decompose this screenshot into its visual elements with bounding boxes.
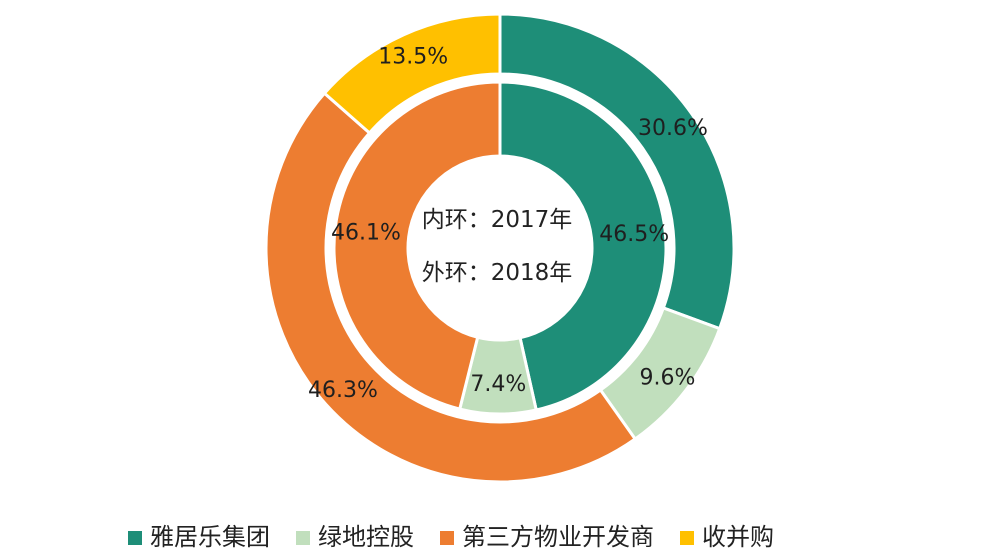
outer-label-third-party: 46.3% <box>308 378 378 403</box>
percentage-labels: 46.5% 7.4% 46.1% 30.6% 9.6% 46.3% 13.5% <box>308 45 708 403</box>
legend-label-acquisition: 收并购 <box>702 523 774 551</box>
inner-label-greenland: 7.4% <box>470 372 526 397</box>
outer-slice-third-party <box>264 91 638 484</box>
legend-swatch-greenland <box>296 531 310 545</box>
outer-slice-acquisition <box>322 12 502 136</box>
legend: 雅居乐集团 绿地控股 第三方物业开发商 收并购 <box>128 523 774 551</box>
legend-label-third-party: 第三方物业开发商 <box>462 523 654 551</box>
inner-label-brand: 46.5% <box>599 222 669 247</box>
legend-label-brand: 雅居乐集团 <box>150 523 270 551</box>
center-label-inner: 内环：2017年 <box>422 207 573 233</box>
outer-label-greenland: 9.6% <box>640 365 696 390</box>
legend-swatch-brand <box>128 531 142 545</box>
inner-label-third-party: 46.1% <box>331 221 401 246</box>
inner-slice-brand <box>498 80 668 412</box>
legend-swatch-third-party <box>440 531 454 545</box>
legend-label-greenland: 绿地控股 <box>318 523 414 551</box>
donut-rings <box>264 12 736 484</box>
outer-label-brand: 30.6% <box>638 116 708 141</box>
inner-slice-third-party <box>332 80 502 411</box>
outer-slice-brand <box>498 12 736 331</box>
center-label-outer: 外环：2018年 <box>422 260 573 286</box>
legend-swatch-acquisition <box>680 531 694 545</box>
outer-label-acquisition: 13.5% <box>378 45 448 70</box>
